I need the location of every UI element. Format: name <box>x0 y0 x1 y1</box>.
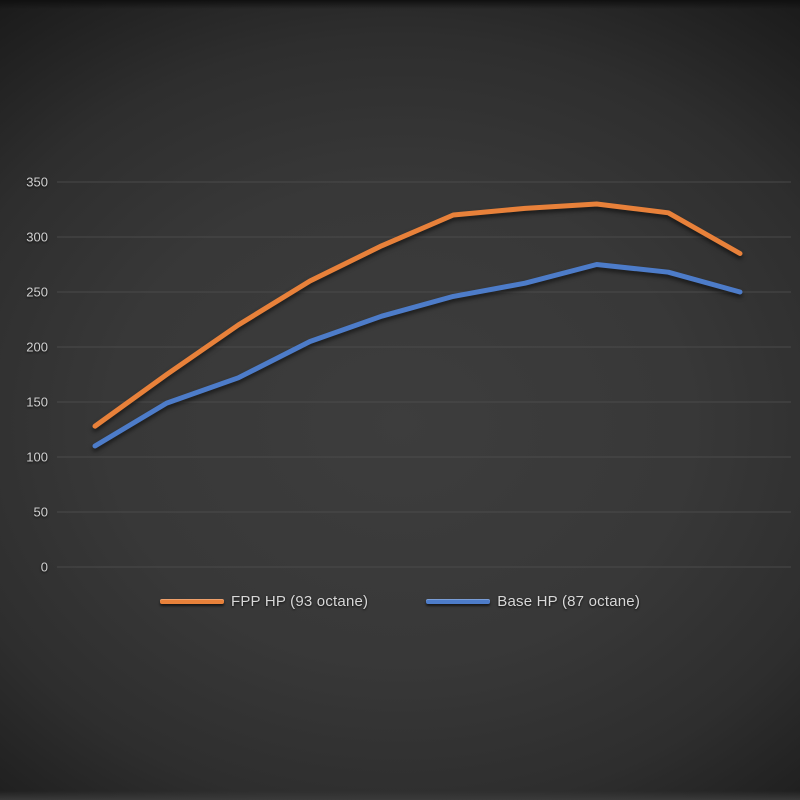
legend-line-swatch-orange <box>159 599 224 604</box>
y-axis-tick-label-300: 300 <box>26 230 48 245</box>
vignette-top-band <box>0 0 800 9</box>
legend-line-swatch-blue <box>426 599 491 604</box>
y-axis-tick-label-50: 50 <box>34 505 48 520</box>
series-line-fpp-hp-93-octane <box>92 201 743 429</box>
legend-item-fpp-hp: FPP HP (93 octane) <box>159 593 369 610</box>
y-axis-tick-label-350: 350 <box>26 175 48 190</box>
y-axis-tick-label-150: 150 <box>26 395 48 410</box>
legend-item-base-hp: Base HP (87 octane) <box>426 593 640 610</box>
y-axis-tick-label-100: 100 <box>26 450 48 465</box>
y-axis-tick-label-0: 0 <box>41 560 48 575</box>
series-line-base-hp-87-octane <box>92 262 743 449</box>
y-axis-tick-label-250: 250 <box>26 285 48 300</box>
legend-label: Base HP (87 octane) <box>497 593 641 610</box>
y-axis-tick-label-200: 200 <box>26 340 48 355</box>
chart-legend: FPP HP (93 octane) Base HP (87 octane) <box>0 593 800 610</box>
vignette-bottom-band <box>0 791 800 800</box>
legend-label: FPP HP (93 octane) <box>230 593 369 610</box>
